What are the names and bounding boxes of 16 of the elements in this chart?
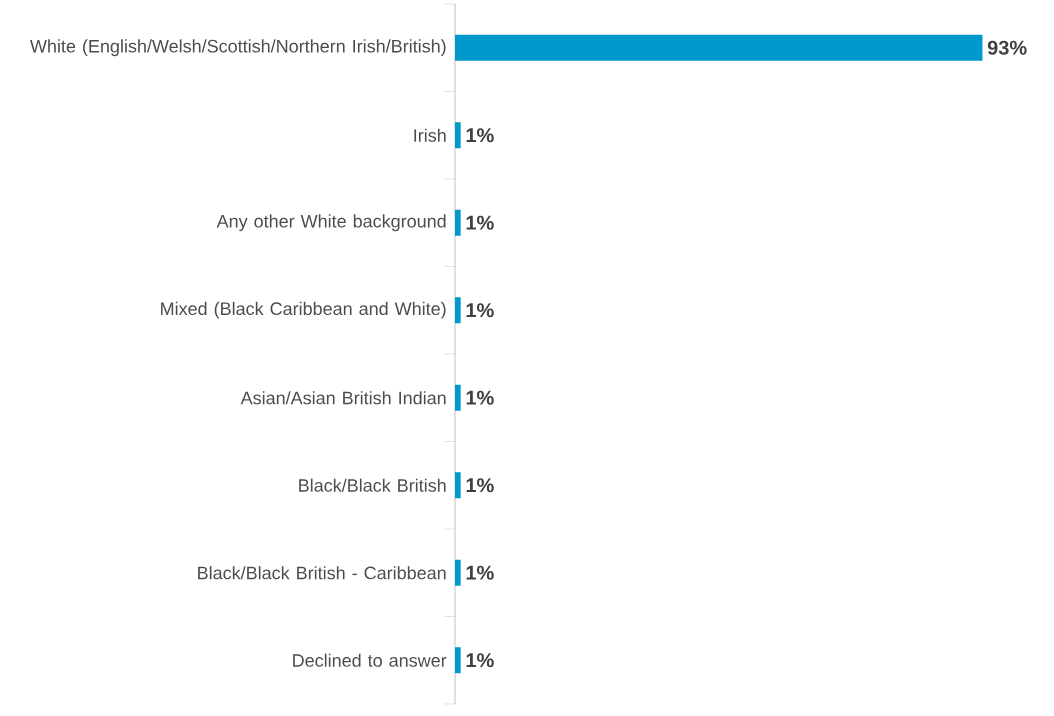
y-tick-label: Black/Black British - Caribbean: [198, 566, 446, 580]
data-label: 1%: [466, 565, 494, 580]
data-label: 1%: [466, 478, 494, 493]
y-tick-label: Black/Black British: [299, 478, 446, 492]
data-label: 1%: [466, 215, 494, 230]
y-tick-label: White (English/Welsh/Scottish/Northern Irish/British): [30, 39, 446, 57]
data-label: 1%: [466, 128, 494, 143]
y-tick-label: Irish: [414, 128, 446, 142]
y-tick-label: Asian/Asian British Indian: [240, 391, 446, 405]
y-tick-label: Declined to answer: [293, 653, 447, 667]
data-label: 1%: [466, 653, 494, 668]
data-label: 1%: [466, 390, 494, 405]
y-tick-label: Any other White background: [216, 214, 446, 232]
data-label: 1%: [466, 303, 494, 318]
data-label: 93%: [987, 40, 1027, 55]
y-tick-label: Mixed (Black Caribbean and White): [161, 301, 446, 319]
